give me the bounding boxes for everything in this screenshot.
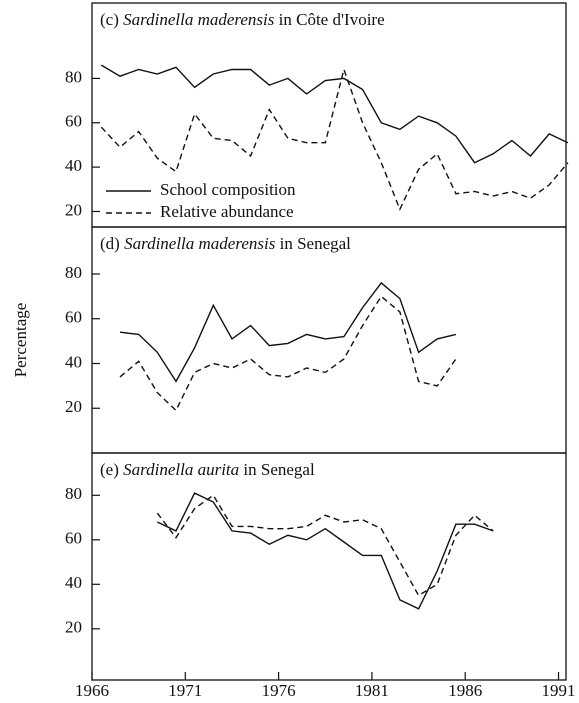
title-part: in Senegal bbox=[275, 234, 351, 253]
title-part: (e) bbox=[100, 460, 119, 479]
panel-title: (d) Sardinella maderensis in Senegal bbox=[100, 234, 351, 253]
title-part: (c) bbox=[100, 10, 119, 29]
panel-title: (e) Sardinella aurita in Senegal bbox=[100, 460, 315, 479]
title-part: Sardinella maderensis bbox=[120, 234, 276, 253]
y-tick-label: 40 bbox=[65, 156, 82, 175]
panel-title: (c) Sardinella maderensis in Côte d'Ivoi… bbox=[100, 10, 385, 29]
y-tick-label: 60 bbox=[65, 529, 82, 548]
title-part: in Senegal bbox=[239, 460, 315, 479]
x-tick-label: 1981 bbox=[355, 681, 389, 700]
y-tick-label: 20 bbox=[65, 200, 82, 219]
series-line bbox=[156, 492, 494, 610]
x-tick-label: 1971 bbox=[168, 681, 202, 700]
y-tick-label: 40 bbox=[65, 573, 82, 592]
panel-frame bbox=[91, 452, 567, 681]
series-line bbox=[156, 494, 494, 597]
series-line bbox=[119, 295, 457, 412]
title-part: Sardinella maderensis bbox=[119, 10, 275, 29]
panel-frame bbox=[91, 226, 567, 454]
x-tick-label: 1966 bbox=[75, 681, 109, 700]
y-axis-label: Percentage bbox=[11, 303, 30, 378]
y-tick-label: 80 bbox=[65, 484, 82, 503]
y-tick-label: 60 bbox=[65, 112, 82, 131]
y-tick-label: 60 bbox=[65, 308, 82, 327]
title-part: (d) bbox=[100, 234, 120, 253]
y-tick-label: 80 bbox=[65, 263, 82, 282]
title-part: Sardinella aurita bbox=[119, 460, 239, 479]
y-tick-label: 80 bbox=[65, 67, 82, 86]
y-tick-label: 20 bbox=[65, 397, 82, 416]
series-line bbox=[100, 67, 569, 212]
y-tick-label: 40 bbox=[65, 352, 82, 371]
series-line bbox=[119, 281, 457, 383]
series-line bbox=[100, 64, 569, 164]
title-part: in Côte d'Ivoire bbox=[274, 10, 384, 29]
x-tick-label: 1986 bbox=[448, 681, 482, 700]
legend-label: School composition bbox=[160, 180, 296, 199]
y-tick-label: 20 bbox=[65, 618, 82, 637]
legend-label: Relative abundance bbox=[160, 202, 294, 221]
x-tick-label: 1976 bbox=[262, 681, 296, 700]
x-tick-label: 1991 bbox=[542, 681, 576, 700]
